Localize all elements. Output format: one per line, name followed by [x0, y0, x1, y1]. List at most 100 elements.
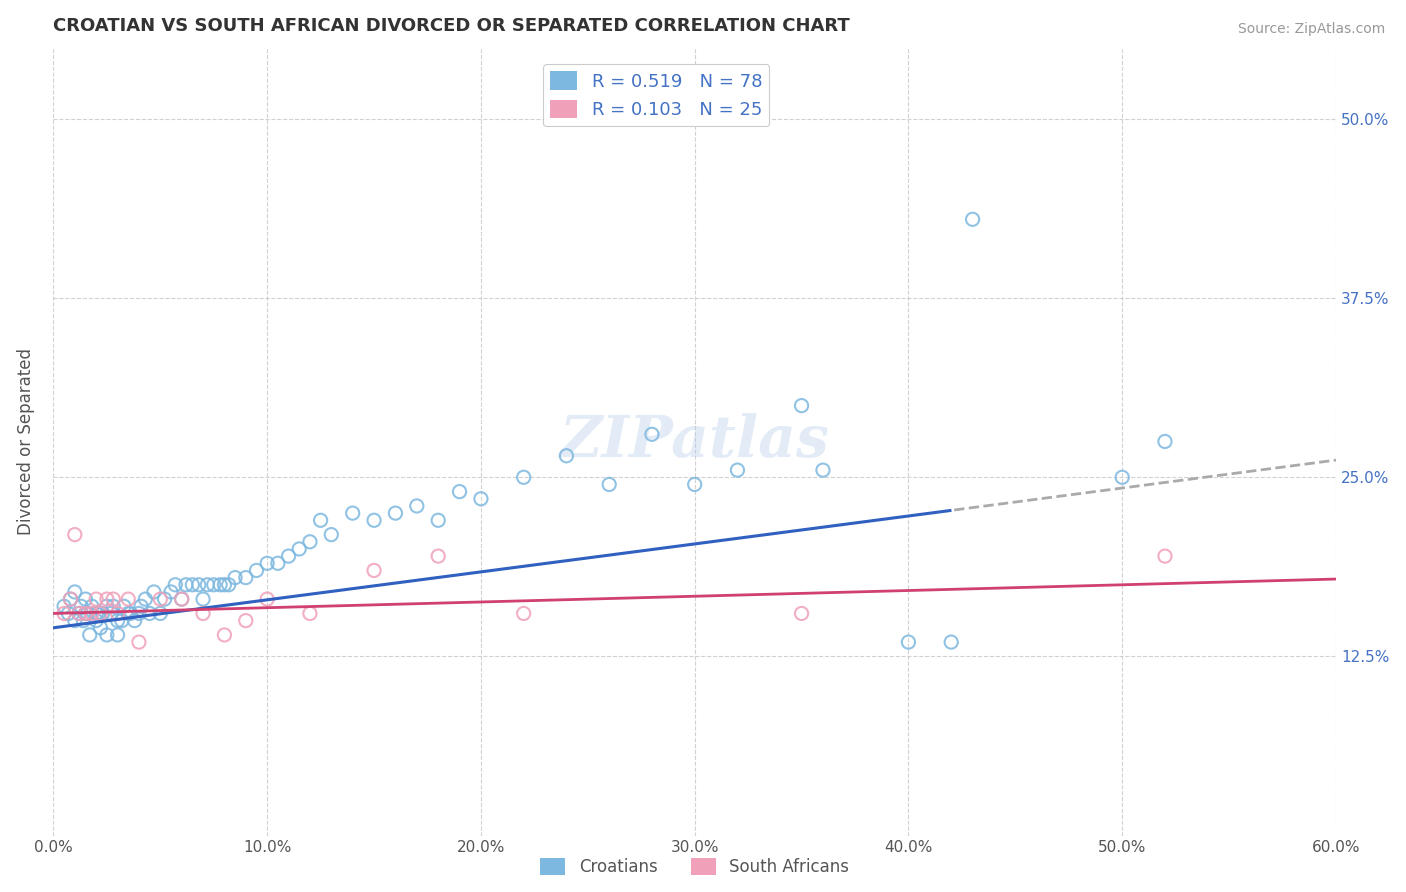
Point [67, 607, 90, 621]
Point [470, 491, 492, 506]
Point [174, 578, 197, 592]
Text: ZIPatlas: ZIPatlas [560, 413, 830, 470]
Point [142, 585, 165, 599]
Point [107, 614, 129, 628]
Point [84, 592, 107, 607]
Point [59, 592, 82, 607]
Point [512, 607, 534, 621]
Point [134, 592, 156, 607]
Point [112, 599, 135, 614]
Point [63, 614, 86, 628]
Legend: Croatians, South Africans: Croatians, South Africans [534, 851, 856, 882]
Point [1154, 434, 1177, 449]
Point [725, 463, 748, 477]
Point [811, 463, 834, 477]
Point [256, 592, 278, 607]
Text: Source: ZipAtlas.com: Source: ZipAtlas.com [1237, 22, 1385, 37]
Point [84, 607, 107, 621]
Point [67, 607, 90, 621]
Point [181, 578, 204, 592]
Point [256, 556, 278, 570]
Point [80, 607, 103, 621]
Point [117, 607, 139, 621]
Point [321, 527, 343, 541]
Point [96, 592, 118, 607]
Point [941, 635, 963, 649]
Point [342, 506, 364, 520]
Point [1154, 549, 1177, 563]
Point [512, 470, 534, 484]
Point [235, 614, 257, 628]
Point [384, 506, 406, 520]
Point [363, 513, 385, 527]
Point [288, 541, 311, 556]
Point [138, 607, 160, 621]
Point [195, 578, 218, 592]
Point [427, 513, 450, 527]
Point [165, 578, 187, 592]
Point [897, 635, 920, 649]
Point [218, 578, 240, 592]
Point [70, 599, 93, 614]
Point [277, 549, 299, 563]
Point [91, 607, 114, 621]
Point [298, 607, 321, 621]
Point [111, 614, 134, 628]
Point [1111, 470, 1133, 484]
Point [58, 607, 80, 621]
Point [149, 607, 172, 621]
Point [449, 484, 471, 499]
Point [75, 592, 97, 607]
Point [72, 614, 94, 628]
Point [107, 607, 129, 621]
Point [235, 571, 257, 585]
Point [555, 449, 578, 463]
Point [128, 635, 150, 649]
Point [124, 614, 146, 628]
Point [363, 564, 385, 578]
Point [790, 399, 813, 413]
Point [63, 585, 86, 599]
Point [187, 578, 209, 592]
Point [962, 212, 984, 227]
Point [96, 599, 118, 614]
Point [100, 607, 122, 621]
Point [87, 607, 110, 621]
Point [683, 477, 706, 491]
Point [298, 534, 321, 549]
Point [209, 578, 232, 592]
Point [84, 614, 107, 628]
Y-axis label: Divorced or Separated: Divorced or Separated [17, 348, 35, 535]
Point [120, 607, 142, 621]
Point [53, 599, 76, 614]
Point [790, 607, 813, 621]
Point [128, 607, 150, 621]
Point [214, 578, 236, 592]
Point [309, 513, 332, 527]
Point [224, 571, 246, 585]
Point [405, 499, 427, 513]
Point [202, 578, 225, 592]
Point [641, 427, 664, 442]
Point [170, 592, 193, 607]
Point [89, 621, 111, 635]
Point [107, 628, 129, 642]
Point [427, 549, 450, 563]
Point [267, 556, 290, 570]
Point [191, 607, 214, 621]
Point [76, 607, 98, 621]
Point [59, 592, 82, 607]
Point [63, 527, 86, 541]
Point [89, 607, 111, 621]
Point [153, 592, 176, 607]
Point [117, 592, 139, 607]
Point [79, 628, 101, 642]
Point [53, 607, 76, 621]
Point [96, 628, 118, 642]
Point [191, 592, 214, 607]
Point [245, 564, 267, 578]
Point [149, 592, 172, 607]
Point [170, 592, 193, 607]
Point [80, 599, 103, 614]
Point [129, 599, 152, 614]
